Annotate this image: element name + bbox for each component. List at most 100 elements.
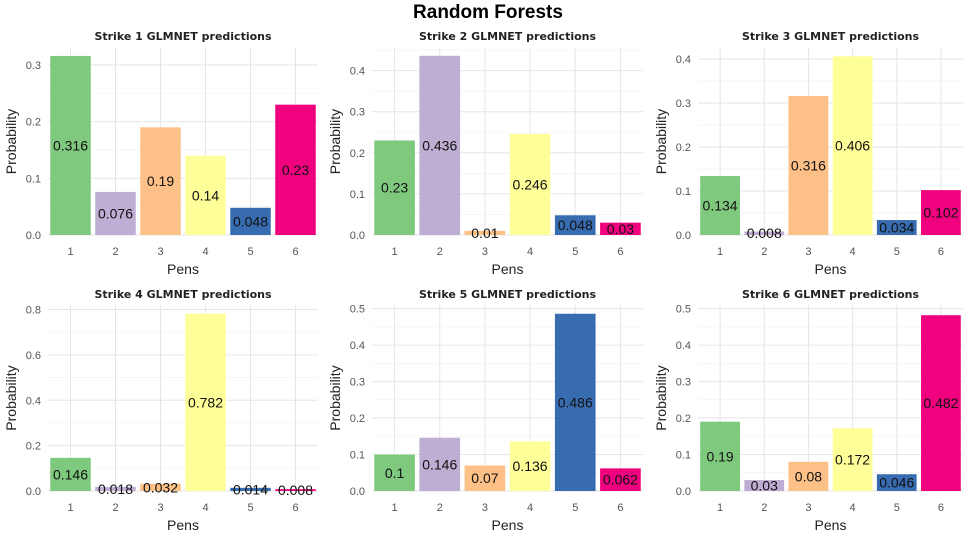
data-label: 0.146: [422, 456, 457, 472]
bar: [50, 55, 91, 235]
data-label: 0.136: [513, 458, 548, 474]
bar: [921, 315, 961, 491]
x-tick-label: 2: [437, 502, 443, 514]
bar: [185, 155, 226, 235]
bar: [832, 56, 873, 235]
x-tick-label: 1: [392, 502, 398, 514]
data-label: 0.008: [278, 482, 313, 498]
y-axis-label: Probability: [653, 365, 669, 430]
data-label: 0.048: [233, 213, 268, 229]
bar: [921, 190, 961, 235]
bar: [95, 486, 136, 491]
x-axis-label: Pens: [167, 261, 199, 277]
bar: [744, 231, 785, 235]
x-tick-label: 2: [437, 246, 443, 258]
x-tick-label: 6: [292, 502, 298, 514]
data-label: 0.08: [795, 468, 822, 484]
chart-panel-6: 0.0 0.1 0.2 0.3 0.4 0.5 0.19 0.03 0.08 0.172 0.046…: [653, 288, 963, 533]
bar: [788, 461, 829, 491]
data-label: 0.172: [835, 452, 870, 468]
data-label: 0.102: [923, 205, 958, 221]
y-tick-label: 0.1: [26, 173, 41, 185]
x-tick-label: 5: [894, 502, 900, 514]
bar: [419, 55, 461, 235]
data-label: 0.07: [471, 470, 498, 486]
x-tick-label: 6: [617, 246, 623, 258]
bar: [230, 487, 271, 491]
data-label: 0.062: [603, 472, 638, 488]
bar: [275, 489, 316, 491]
y-tick-label: 0.2: [26, 117, 41, 129]
y-tick-label: 0.6: [26, 350, 41, 362]
x-tick-label: 4: [202, 246, 208, 258]
data-label: 0.782: [188, 394, 223, 410]
bar: [788, 95, 829, 236]
y-tick-label: 0.2: [350, 413, 365, 425]
data-label: 0.486: [558, 394, 593, 410]
panel-title: Strike 3 GLMNET predictions: [742, 30, 920, 43]
x-tick-label: 3: [805, 246, 811, 258]
y-tick-label: 0.2: [26, 441, 41, 453]
bar: [230, 207, 271, 235]
y-tick-label: 0.4: [350, 340, 365, 352]
data-label: 0.316: [53, 137, 88, 153]
data-label: 0.436: [422, 137, 457, 153]
x-tick-label: 6: [938, 246, 944, 258]
data-label: 0.146: [53, 466, 88, 482]
x-tick-label: 4: [527, 502, 533, 514]
data-label: 0.03: [751, 478, 778, 494]
panel-title: Strike 5 GLMNET predictions: [419, 288, 597, 301]
y-axis-label: Probability: [327, 365, 343, 430]
x-tick-label: 1: [67, 502, 73, 514]
bar: [744, 480, 785, 491]
bar: [140, 483, 181, 491]
bar: [419, 437, 461, 491]
data-label: 0.19: [706, 448, 733, 464]
y-axis-label: Probability: [3, 365, 19, 430]
bar: [876, 474, 917, 491]
y-tick-label: 0.8: [26, 305, 41, 317]
y-tick-label: 0.0: [26, 486, 41, 498]
chart-panel-4: 0.0 0.2 0.4 0.6 0.8 0.146 0.018 0.032 0.782 0.014…: [3, 288, 318, 533]
bar: [509, 133, 551, 235]
x-tick-label: 1: [392, 246, 398, 258]
y-axis-label: Probability: [327, 109, 343, 174]
data-label: 0.23: [282, 162, 309, 178]
bar: [600, 222, 641, 235]
data-label: 0.406: [835, 138, 870, 154]
bar: [374, 454, 415, 491]
y-tick-label: 0.3: [350, 107, 365, 119]
x-tick-label: 5: [247, 246, 253, 258]
y-tick-label: 0.0: [676, 230, 691, 242]
x-tick-label: 5: [247, 502, 253, 514]
y-tick-label: 0.0: [350, 486, 365, 498]
x-tick-label: 2: [112, 246, 118, 258]
x-axis-label: Pens: [815, 517, 847, 533]
x-tick-label: 5: [572, 502, 578, 514]
chart-panel-5: 0.0 0.1 0.2 0.3 0.4 0.5 0.1 0.146 0.07 0.136 0.486…: [327, 288, 643, 533]
x-tick-label: 2: [761, 502, 767, 514]
x-tick-label: 3: [157, 502, 163, 514]
bar: [140, 127, 181, 235]
x-tick-label: 2: [112, 502, 118, 514]
y-tick-label: 0.1: [350, 189, 365, 201]
bar: [95, 191, 136, 235]
bar: [554, 215, 596, 235]
x-tick-label: 3: [157, 246, 163, 258]
panel-title: Strike 1 GLMNET predictions: [94, 30, 272, 43]
data-label: 0.246: [513, 176, 548, 192]
data-label: 0.482: [923, 395, 958, 411]
x-tick-label: 6: [938, 502, 944, 514]
data-label: 0.03: [607, 221, 634, 237]
y-tick-label: 0.0: [676, 486, 691, 498]
y-tick-label: 0.0: [26, 230, 41, 242]
data-label: 0.076: [98, 205, 133, 221]
bar: [832, 428, 873, 491]
y-tick-label: 0.1: [676, 186, 691, 198]
y-tick-label: 0.1: [350, 450, 365, 462]
y-tick-label: 0.4: [676, 54, 691, 66]
x-axis-label: Pens: [167, 517, 199, 533]
x-tick-label: 5: [894, 246, 900, 258]
panel-title: Strike 2 GLMNET predictions: [419, 30, 597, 43]
bar: [50, 457, 91, 491]
